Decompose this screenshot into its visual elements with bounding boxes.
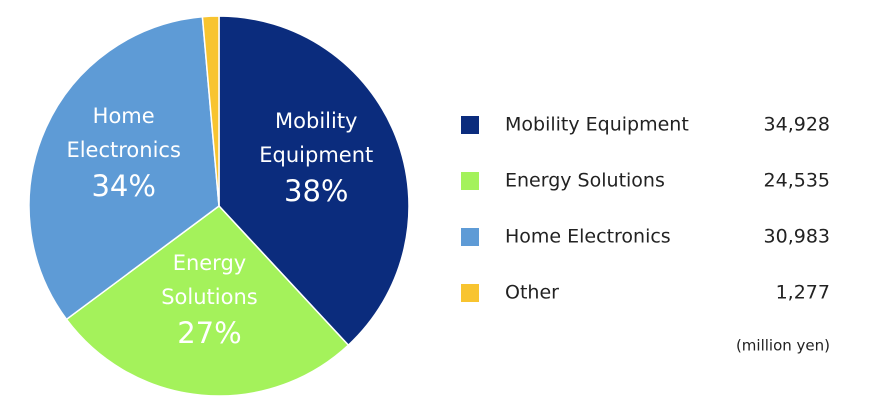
legend-label: Mobility Equipment <box>505 114 689 136</box>
pie-slice <box>218 15 410 347</box>
legend-label: Home Electronics <box>505 226 671 248</box>
slice-percent: 34% <box>91 169 156 204</box>
slice-percent: 27% <box>177 316 242 351</box>
legend-label: Other <box>505 282 559 304</box>
slice-label: Energy Solutions <box>161 251 258 310</box>
slice-percent: 38% <box>284 173 349 208</box>
slice-label: Mobility Equipment <box>259 108 374 167</box>
legend-value: 24,535 <box>764 170 830 192</box>
pie-slice <box>201 15 220 207</box>
pie-slice <box>28 15 220 321</box>
pie-slice <box>65 204 350 397</box>
legend-swatch <box>461 116 479 134</box>
legend-label: Energy Solutions <box>505 170 665 192</box>
unit-note: (million yen) <box>736 337 830 355</box>
legend-value: 34,928 <box>764 114 830 136</box>
legend-value: 30,983 <box>764 226 830 248</box>
legend-swatch <box>461 228 479 246</box>
legend-swatch <box>461 172 479 190</box>
slice-label: Home Electronics <box>66 104 181 163</box>
legend-swatch <box>461 284 479 302</box>
legend-value: 1,277 <box>776 282 830 304</box>
